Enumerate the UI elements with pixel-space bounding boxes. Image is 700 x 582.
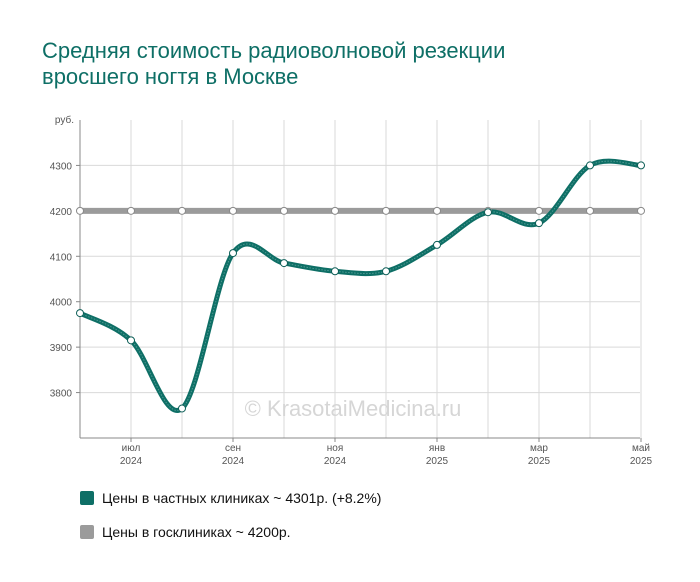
- x-tick-label-year: 2024: [222, 456, 245, 467]
- legend-label-public: Цены в госклиниках ~ 4200р.: [102, 524, 291, 540]
- legend-swatch-public: [80, 525, 94, 539]
- y-tick-label: 4300: [50, 161, 73, 172]
- x-tick-label-month: мар: [530, 443, 548, 454]
- data-point-private: [127, 336, 135, 345]
- axes: руб. 3800 3900 4000 4100 4200 4300 июл 2024 сен 20…: [50, 114, 653, 467]
- x-tick-label-year: 2024: [324, 456, 347, 467]
- y-tick-label: 4100: [50, 252, 73, 263]
- data-point-private: [178, 404, 186, 413]
- data-point-public: [535, 206, 543, 215]
- chart-title: Средняя стоимость радиоволновой резекции…: [42, 38, 662, 90]
- x-tick-label-month: янв: [429, 443, 445, 454]
- grid: [80, 120, 642, 438]
- x-tick-label-month: май: [632, 443, 650, 454]
- x-tick-label-year: 2025: [426, 456, 449, 467]
- legend-label-private: Цены в частных клиниках ~ 4301р. (+8.2%): [102, 490, 382, 506]
- data-point-public: [280, 206, 288, 215]
- y-tick-label: 3800: [50, 389, 73, 400]
- y-tick-label: 4200: [50, 207, 73, 218]
- x-tick-label-year: 2024: [120, 456, 143, 467]
- x-tick-label-month: июл: [122, 443, 141, 454]
- x-tick-label-year: 2025: [630, 456, 653, 467]
- data-point-private: [433, 240, 441, 249]
- data-point-public: [637, 206, 645, 215]
- data-point-private: [76, 309, 84, 318]
- x-tick-label-month: ноя: [327, 443, 344, 454]
- data-point-private: [280, 259, 288, 268]
- data-point-private: [382, 267, 390, 276]
- data-point-public: [127, 206, 135, 215]
- data-point-private: [229, 249, 237, 258]
- chart-title-line-1: Средняя стоимость радиоволновой резекции: [42, 38, 506, 63]
- x-tick-label-month: сен: [225, 443, 241, 454]
- data-point-public: [178, 206, 186, 215]
- data-point-public: [382, 206, 390, 215]
- data-point-private: [586, 161, 594, 170]
- data-point-public: [586, 206, 594, 215]
- data-point-private: [637, 161, 645, 170]
- y-tick-label: 3900: [50, 343, 73, 354]
- data-point-public: [76, 206, 84, 215]
- data-point-private: [535, 219, 543, 228]
- y-axis-unit-label: руб.: [55, 114, 74, 126]
- watermark: © KrasotaiMedicina.ru: [245, 396, 462, 421]
- chart-title-line-2: вросшего ногтя в Москве: [42, 64, 299, 89]
- x-tick-label-year: 2025: [528, 456, 551, 467]
- legend-swatch-private: [80, 491, 94, 505]
- series: [78, 158, 642, 414]
- data-points: [76, 161, 645, 413]
- data-point-private: [484, 208, 492, 217]
- data-point-public: [229, 206, 237, 215]
- series-line-private: [78, 158, 642, 414]
- y-tick-label: 4000: [50, 298, 73, 309]
- series-line-private-texture: [79, 160, 642, 412]
- data-point-public: [433, 206, 441, 215]
- data-point-private: [331, 267, 339, 276]
- data-point-public: [331, 206, 339, 215]
